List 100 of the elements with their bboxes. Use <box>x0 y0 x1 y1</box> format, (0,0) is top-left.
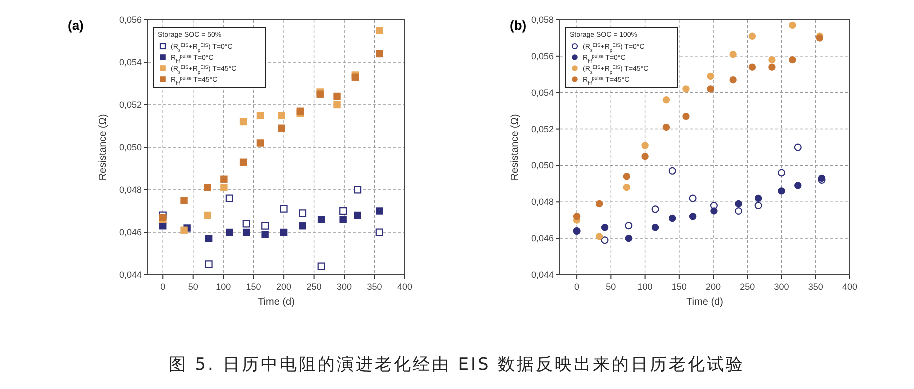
y-tick-label: 0,044 <box>119 270 142 280</box>
point <box>748 64 756 71</box>
point <box>334 101 341 109</box>
x-tick-label: 100 <box>638 282 653 292</box>
point <box>710 208 718 215</box>
x-tick-label: 400 <box>397 282 413 292</box>
x-tick-label: 200 <box>706 282 722 292</box>
point <box>601 224 609 232</box>
point <box>778 169 786 177</box>
point <box>226 194 234 202</box>
y-tick-label: 0,044 <box>531 270 554 280</box>
point <box>682 112 690 120</box>
point <box>730 51 737 58</box>
x-tick-label: 250 <box>306 282 322 292</box>
y-tick-label: 0,050 <box>119 142 142 152</box>
point <box>707 86 714 93</box>
point <box>789 56 796 64</box>
x-tick-label: 150 <box>246 282 262 292</box>
point <box>376 27 384 34</box>
point <box>262 222 270 230</box>
point <box>204 184 212 192</box>
point <box>754 194 762 202</box>
y-tick-label: 0,050 <box>531 160 554 171</box>
point <box>596 200 604 208</box>
point <box>280 228 288 236</box>
point <box>794 144 802 152</box>
point <box>318 216 326 224</box>
point <box>204 212 212 220</box>
point <box>789 22 796 30</box>
y-tick-label: 0,052 <box>119 100 142 110</box>
y-tick-label: 0,046 <box>531 234 554 244</box>
point <box>376 228 384 236</box>
y-tick-label: 0,054 <box>531 88 554 98</box>
y-tick-label: 0,048 <box>531 197 554 208</box>
x-tick-label: 50 <box>606 282 616 292</box>
point <box>689 213 697 220</box>
point <box>220 176 228 183</box>
point <box>299 210 307 218</box>
point <box>642 153 649 160</box>
point <box>205 260 213 268</box>
y-tick-label: 0,052 <box>531 124 554 134</box>
point <box>668 167 676 175</box>
point <box>625 222 633 230</box>
point <box>735 208 743 215</box>
point <box>354 186 362 194</box>
x-tick-label: 0 <box>574 282 580 292</box>
point <box>642 142 649 150</box>
point <box>354 212 362 220</box>
x-tick-label: 350 <box>367 282 382 292</box>
x-tick-label: 250 <box>740 282 756 292</box>
point <box>242 220 250 228</box>
point <box>180 197 188 204</box>
point <box>240 118 248 126</box>
y-axis-title: Resistance (Ω) <box>98 114 109 181</box>
point <box>754 202 762 210</box>
y-tick-label: 0,058 <box>531 15 554 25</box>
x-tick-label: 300 <box>337 282 352 292</box>
y-axis-title: Resistance (Ω) <box>510 114 521 181</box>
x-tick-label: 350 <box>808 282 824 292</box>
point <box>256 140 264 147</box>
y-tick-label: 0,056 <box>119 15 142 25</box>
point <box>668 214 676 222</box>
point <box>652 224 660 232</box>
point <box>748 32 756 40</box>
point <box>623 184 630 192</box>
point <box>205 235 213 242</box>
point <box>768 64 776 71</box>
caption: 图 5. 日历中电阻的演进老化经由 EIS 数据反映出来的日历老化试验 <box>168 355 746 375</box>
point <box>262 231 269 238</box>
point <box>601 236 609 244</box>
point <box>778 188 786 195</box>
point <box>662 96 670 104</box>
point <box>652 206 660 214</box>
point <box>226 228 234 236</box>
point <box>256 112 264 120</box>
point <box>180 226 188 234</box>
x-tick-label: 300 <box>774 282 790 292</box>
point <box>662 124 670 132</box>
x-tick-label: 100 <box>216 282 232 292</box>
point <box>280 205 288 213</box>
point <box>242 228 250 236</box>
point <box>573 213 581 220</box>
point <box>625 234 633 242</box>
point <box>794 182 802 190</box>
chart-title: (b) <box>510 18 527 33</box>
x-axis-title: Time (d) <box>258 297 295 308</box>
point <box>278 124 286 132</box>
point <box>376 208 384 215</box>
point <box>730 76 737 84</box>
point <box>596 233 604 240</box>
point <box>340 208 348 215</box>
point <box>689 194 697 202</box>
point <box>707 72 714 80</box>
point <box>220 184 228 192</box>
x-tick-label: 150 <box>672 282 687 292</box>
point <box>278 112 286 120</box>
point <box>334 92 341 100</box>
point <box>240 158 248 166</box>
x-tick-label: 200 <box>276 282 292 292</box>
point <box>735 200 742 208</box>
